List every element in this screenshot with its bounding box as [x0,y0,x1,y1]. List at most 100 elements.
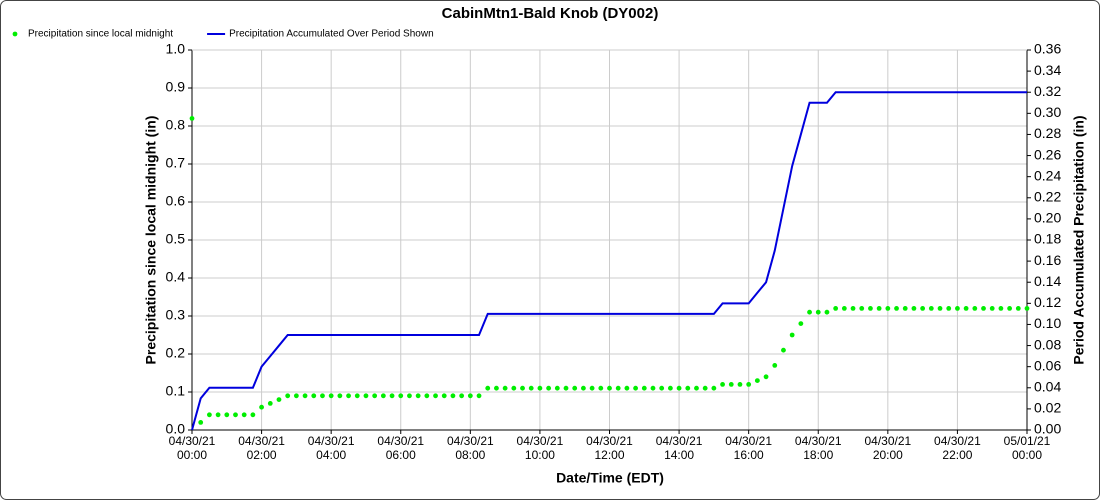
data-point [354,393,360,399]
y-tick-label: 0.4 [166,269,186,285]
data-point [581,385,586,391]
y2-tick-label: 0.34 [1034,62,1061,78]
y-tick-label: 0.7 [166,155,186,171]
data-point [720,382,725,387]
data-point [868,306,873,311]
data-point [920,306,926,311]
data-point [981,306,986,311]
data-point [746,382,752,387]
chart-title: CabinMtn1-Bald Knob (DY002) [442,5,659,22]
data-point [563,385,569,391]
y2-axis-title: Period Accumulated Precipitation (in) [1071,115,1087,364]
y-tick-label: 0.9 [166,79,186,95]
data-point [320,393,325,399]
data-point [311,393,317,399]
data-point [754,378,760,383]
data-point [215,412,221,418]
y2-tick-label: 0.04 [1034,378,1061,394]
y-tick-label: 0.5 [166,231,186,247]
data-point [250,412,256,418]
data-point [363,393,369,399]
y2-tick-label: 0.12 [1034,294,1061,310]
data-point [667,385,673,391]
data-point [624,385,630,391]
data-point [198,420,204,425]
y2-tick-label: 0.02 [1034,400,1061,416]
x-tick-label: 04/30/21 08:00 [446,434,494,462]
y2-tick-label: 0.28 [1034,125,1061,141]
y-tick-label: 0.0 [166,421,186,437]
data-point [494,385,499,391]
data-point [502,385,508,391]
data-point [633,385,638,391]
data-point [641,385,647,391]
data-point [328,393,334,399]
y-tick-label: 0.8 [166,117,186,133]
data-point [424,393,430,399]
data-point [911,306,917,311]
data-point [459,393,465,399]
data-point [876,306,882,311]
data-point [259,404,264,410]
data-point [902,306,908,311]
data-point [850,306,856,311]
data-point [407,393,412,399]
legend-label: Precipitation since local midnight [28,29,173,40]
x-tick-label: 04/30/21 06:00 [377,434,425,462]
data-point [833,306,839,311]
data-point [189,116,195,121]
data-point [589,385,595,391]
data-point [928,306,934,311]
data-point [972,306,978,311]
x-tick-label: 04/30/21 20:00 [864,434,912,462]
y2-tick-label: 0.30 [1034,104,1061,120]
data-point [789,332,795,338]
y-tick-label: 0.2 [166,345,186,361]
y2-tick-label: 0.00 [1034,421,1061,437]
x-tick-label: 04/30/21 00:00 [168,434,216,462]
y-tick-label: 0.3 [166,307,186,323]
data-point [528,385,534,391]
data-point [346,393,351,399]
data-point [1007,306,1013,311]
data-point [398,393,404,399]
y-tick-label: 0.1 [166,383,186,399]
data-point [415,393,421,399]
data-point [554,385,560,391]
data-line [191,91,1027,431]
data-point [450,393,456,399]
x-tick-label: 04/30/21 12:00 [586,434,633,462]
data-point [476,393,482,399]
data-point [546,385,552,391]
x-tick-label: 04/30/21 02:00 [238,434,285,462]
y2-tick-label: 0.10 [1034,315,1061,331]
y-axis-title: Precipitation since local midnight (in) [143,116,159,365]
data-point [859,306,865,311]
data-point [511,385,517,391]
data-point [885,306,891,311]
data-point [206,412,212,418]
data-point [372,393,378,399]
y2-tick-label: 0.14 [1034,273,1061,289]
data-point [380,393,386,399]
x-axis-title: Date/Time (EDT) [556,470,664,486]
data-point [485,385,491,391]
data-point [702,385,708,391]
data-point [955,306,960,311]
data-point [946,306,952,311]
y2-tick-label: 0.26 [1034,146,1061,162]
y2-tick-label: 0.24 [1034,167,1061,183]
data-point [433,393,438,399]
data-point [737,382,743,387]
data-point [224,412,230,418]
data-point [841,306,847,311]
data-point [694,385,699,391]
y2-tick-label: 0.36 [1034,41,1061,57]
legend-label: Precipitation Accumulated Over Period Sh… [229,29,434,40]
data-point [1015,306,1021,311]
y2-tick-label: 0.32 [1034,83,1061,99]
data-point [598,385,604,391]
x-tick-label: 04/30/21 18:00 [794,434,842,462]
data-point [815,309,821,315]
